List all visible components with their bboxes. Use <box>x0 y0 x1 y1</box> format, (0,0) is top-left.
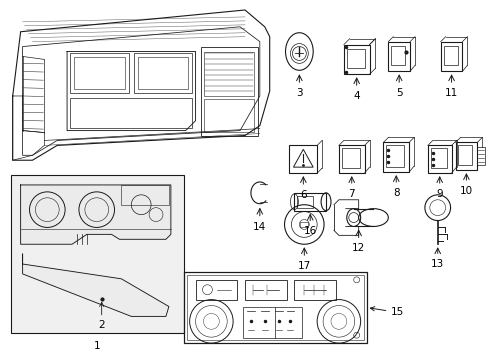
Text: 12: 12 <box>351 243 365 253</box>
Bar <box>443 46 457 66</box>
Text: 17: 17 <box>297 261 310 271</box>
Text: 3: 3 <box>295 88 302 98</box>
Bar <box>11 175 183 333</box>
Bar <box>386 145 403 167</box>
Bar <box>383 143 408 172</box>
Bar <box>74 58 125 89</box>
Bar <box>476 147 484 165</box>
Text: 10: 10 <box>459 186 472 196</box>
Bar <box>289 145 317 173</box>
Text: 7: 7 <box>348 189 354 199</box>
Text: 15: 15 <box>369 307 404 318</box>
Polygon shape <box>22 254 168 316</box>
Text: 2: 2 <box>98 302 105 330</box>
Bar <box>204 51 253 96</box>
Bar <box>183 272 366 343</box>
Text: 13: 13 <box>430 259 444 269</box>
Bar <box>204 99 253 131</box>
Bar <box>121 185 168 205</box>
Bar <box>70 98 191 127</box>
Bar <box>138 58 187 89</box>
Bar <box>343 45 369 74</box>
Bar <box>427 145 450 173</box>
Bar <box>297 196 312 208</box>
Text: 11: 11 <box>444 88 457 98</box>
Bar <box>390 46 404 66</box>
Bar <box>430 148 446 168</box>
Text: 8: 8 <box>392 188 399 198</box>
Bar <box>294 280 335 300</box>
Bar <box>346 49 364 68</box>
Text: 6: 6 <box>299 190 306 200</box>
Bar <box>440 42 462 71</box>
Bar <box>341 148 359 168</box>
Bar <box>134 54 191 93</box>
Text: 16: 16 <box>303 226 316 237</box>
Text: 4: 4 <box>353 91 359 101</box>
Bar <box>300 221 307 228</box>
Bar <box>387 42 409 71</box>
Bar <box>455 143 476 170</box>
Bar <box>294 193 325 211</box>
Bar <box>200 46 257 135</box>
Bar <box>186 275 363 340</box>
Bar <box>244 280 286 300</box>
Bar <box>70 54 129 93</box>
Text: 1: 1 <box>94 341 101 351</box>
Bar <box>458 145 471 165</box>
Polygon shape <box>20 185 170 244</box>
Bar <box>243 306 302 338</box>
Text: 5: 5 <box>395 88 402 98</box>
Text: 14: 14 <box>253 221 266 231</box>
Bar <box>195 280 237 300</box>
Bar <box>338 145 364 173</box>
Text: 9: 9 <box>435 189 442 199</box>
